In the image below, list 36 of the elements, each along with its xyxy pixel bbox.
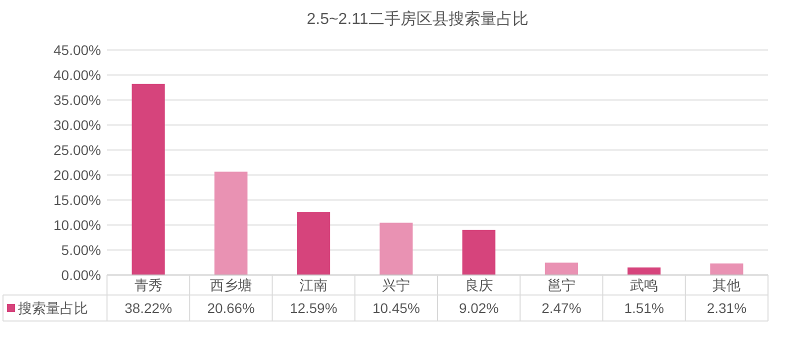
x-tick-label: 兴宁	[382, 277, 410, 293]
data-label: 20.66%	[207, 300, 255, 316]
x-tick-label: 良庆	[464, 277, 493, 293]
data-label: 10.45%	[372, 300, 420, 316]
bar	[132, 84, 165, 275]
x-tick-label: 其他	[712, 277, 741, 293]
bar	[214, 172, 248, 275]
legend-label: 搜索量占比	[18, 300, 88, 316]
x-tick-label: 西乡塘	[210, 277, 252, 293]
bar	[297, 212, 330, 275]
x-tick-label: 青秀	[134, 277, 162, 293]
data-label: 2.31%	[706, 300, 747, 316]
bar	[544, 262, 578, 275]
data-label: 1.51%	[624, 300, 664, 316]
bar	[462, 230, 496, 275]
y-tick-label: 0.00%	[61, 267, 101, 283]
x-tick-label: 武鸣	[630, 277, 658, 293]
data-label: 12.59%	[290, 300, 338, 316]
bar	[380, 222, 413, 275]
x-tick-label: 邕宁	[547, 277, 576, 293]
bar	[710, 263, 744, 275]
chart-title: 2.5~2.11二手房区县搜索量占比	[306, 10, 528, 28]
data-label: 2.47%	[542, 300, 582, 316]
y-tick-label: 45.00%	[54, 42, 101, 58]
data-label: 38.22%	[124, 300, 172, 316]
y-tick-label: 5.00%	[61, 242, 101, 258]
y-tick-label: 40.00%	[54, 67, 101, 83]
y-tick-label: 25.00%	[54, 142, 101, 158]
y-tick-label: 20.00%	[54, 167, 101, 183]
bar	[628, 267, 661, 275]
data-label: 9.02%	[458, 300, 499, 316]
y-tick-label: 15.00%	[54, 192, 101, 208]
y-tick-label: 30.00%	[54, 117, 101, 133]
y-tick-label: 35.00%	[54, 92, 101, 108]
y-tick-label: 10.00%	[54, 217, 101, 233]
x-tick-label: 江南	[300, 277, 328, 293]
